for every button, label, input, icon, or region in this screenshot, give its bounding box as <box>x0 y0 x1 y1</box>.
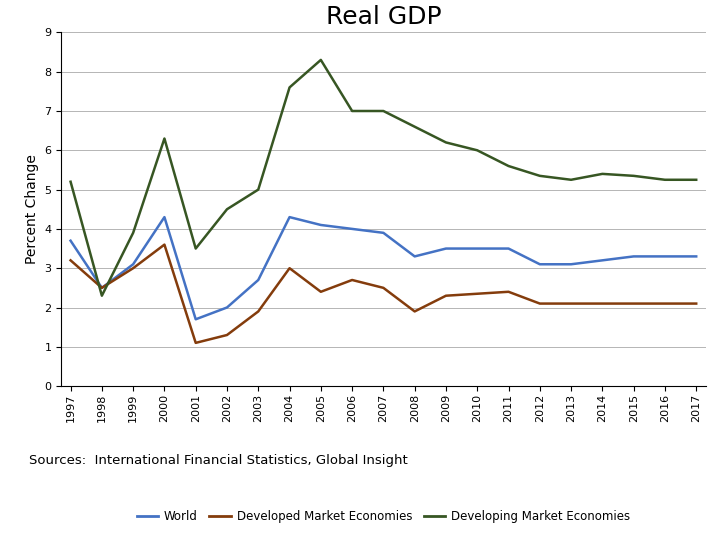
World <box>536 261 544 267</box>
Developing Market Economies <box>129 230 138 236</box>
Developing Market Economies <box>692 177 701 183</box>
Developing Market Economies <box>441 139 450 146</box>
Text: Sources:  International Financial Statistics, Global Insight: Sources: International Financial Statist… <box>29 454 408 467</box>
Developing Market Economies <box>379 108 387 114</box>
Developed Market Economies <box>504 288 513 295</box>
Developed Market Economies <box>692 300 701 307</box>
Text: Department of Economics: Department of Economics <box>18 522 165 532</box>
Developing Market Economies <box>222 206 231 212</box>
World <box>285 214 294 220</box>
World <box>160 214 168 220</box>
World <box>473 245 482 252</box>
Developed Market Economies <box>254 308 263 315</box>
Developed Market Economies <box>192 340 200 346</box>
World <box>222 304 231 310</box>
Developed Market Economies <box>567 300 575 307</box>
World <box>441 245 450 252</box>
Developed Market Economies <box>629 300 638 307</box>
Developing Market Economies <box>661 177 670 183</box>
World <box>629 253 638 260</box>
Developed Market Economies <box>410 308 419 315</box>
Line: Developed Market Economies: Developed Market Economies <box>71 245 696 343</box>
Developed Market Economies <box>160 241 168 248</box>
Line: Developing Market Economies: Developing Market Economies <box>71 60 696 296</box>
World <box>129 261 138 267</box>
World <box>254 276 263 283</box>
Developed Market Economies <box>285 265 294 272</box>
Developing Market Economies <box>66 179 75 185</box>
World <box>348 226 356 232</box>
Developing Market Economies <box>317 57 325 63</box>
Developing Market Economies <box>285 84 294 91</box>
Developed Market Economies <box>66 257 75 264</box>
Line: World: World <box>71 217 696 319</box>
World <box>567 261 575 267</box>
Developed Market Economies <box>317 288 325 295</box>
World <box>692 253 701 260</box>
Developed Market Economies <box>379 285 387 291</box>
Developing Market Economies <box>504 163 513 169</box>
Developing Market Economies <box>473 147 482 153</box>
Developed Market Economies <box>473 291 482 297</box>
World <box>661 253 670 260</box>
Developed Market Economies <box>441 293 450 299</box>
Developed Market Economies <box>97 285 106 291</box>
World <box>504 245 513 252</box>
Developing Market Economies <box>536 173 544 179</box>
Developed Market Economies <box>598 300 607 307</box>
Developing Market Economies <box>348 108 356 114</box>
Developing Market Economies <box>598 171 607 177</box>
World <box>97 285 106 291</box>
Developed Market Economies <box>536 300 544 307</box>
Developed Market Economies <box>222 332 231 338</box>
Title: Real GDP: Real GDP <box>325 5 441 29</box>
Developed Market Economies <box>661 300 670 307</box>
World <box>598 257 607 264</box>
Legend: World, Developed Market Economies, Developing Market Economies: World, Developed Market Economies, Devel… <box>132 505 635 528</box>
World <box>410 253 419 260</box>
World <box>66 238 75 244</box>
Text: Iowa State University: Iowa State University <box>18 489 269 509</box>
World <box>317 222 325 228</box>
World <box>192 316 200 322</box>
Developing Market Economies <box>567 177 575 183</box>
Developing Market Economies <box>410 124 419 130</box>
Developing Market Economies <box>254 186 263 193</box>
Y-axis label: Percent Change: Percent Change <box>24 154 39 264</box>
Developing Market Economies <box>97 293 106 299</box>
Developed Market Economies <box>129 265 138 272</box>
Developed Market Economies <box>348 276 356 283</box>
Developing Market Economies <box>629 173 638 179</box>
World <box>379 230 387 236</box>
Developing Market Economies <box>160 136 168 142</box>
Developing Market Economies <box>192 245 200 252</box>
